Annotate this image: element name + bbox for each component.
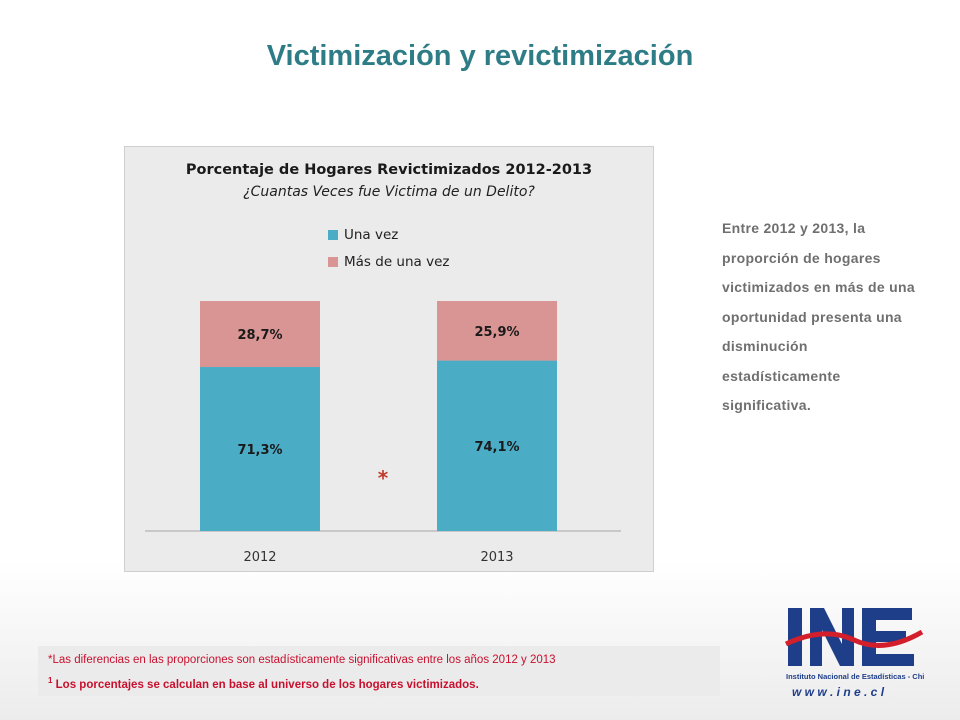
footnote-superscript: 1 xyxy=(48,676,53,685)
svg-text:w w w . i n e . c l: w w w . i n e . c l xyxy=(792,685,885,699)
bar-2013-una-vez xyxy=(437,360,557,531)
chart-container: Porcentaje de Hogares Revictimizados 201… xyxy=(124,146,654,572)
data-label-2013-una-vez: 74,1% xyxy=(474,440,519,455)
data-label-2012-mas-de-una-vez: 28,7% xyxy=(237,328,282,343)
legend-item-una-vez: Una vez xyxy=(328,221,449,248)
svg-text:Instituto Nacional de Estadíst: Instituto Nacional de Estadísticas - Chi… xyxy=(786,672,924,681)
bar-2012-mas-de-una-vez xyxy=(200,301,320,368)
chart-plot: 71,3% 28,7% 2012 74,1% 25,9% 2013 * xyxy=(145,301,621,565)
legend-swatch-una-vez xyxy=(328,229,338,240)
ine-logo: Instituto Nacional de Estadísticas - Chi… xyxy=(784,608,924,699)
footnote-universe-text: Los porcentajes se calculan en base al u… xyxy=(55,678,479,691)
data-label-2012-una-vez: 71,3% xyxy=(237,443,282,458)
footnote-universe: 1 Los porcentajes se calculan en base al… xyxy=(48,676,479,691)
significance-marker: * xyxy=(378,466,389,490)
footnotes: *Las diferencias en las proporciones son… xyxy=(38,646,720,696)
bar-2012-una-vez xyxy=(200,367,320,531)
x-tick-label-2013: 2013 xyxy=(480,550,513,565)
footnote-significance: *Las diferencias en las proporciones son… xyxy=(48,654,556,666)
data-label-2013-mas-de-una-vez: 25,9% xyxy=(474,325,519,340)
legend-label-mas-de-una-vez: Más de una vez xyxy=(344,253,450,270)
legend-label-una-vez: Una vez xyxy=(344,226,399,243)
x-tick-label-2012: 2012 xyxy=(243,550,276,565)
chart-legend: Una vez Más de una vez xyxy=(328,221,449,275)
legend-swatch-mas-de-una-vez xyxy=(328,256,338,267)
chart-title: Porcentaje de Hogares Revictimizados 201… xyxy=(185,162,593,178)
chart-subtitle: ¿Cuantas Veces fue Victima de un Delito? xyxy=(243,184,535,200)
side-text: Entre 2012 y 2013, la proporción de hoga… xyxy=(722,220,915,413)
slide-title: Victimización y revictimización xyxy=(266,40,694,72)
legend-item-mas-de-una-vez: Más de una vez xyxy=(328,248,449,275)
bar-2013-mas-de-una-vez xyxy=(437,301,557,361)
